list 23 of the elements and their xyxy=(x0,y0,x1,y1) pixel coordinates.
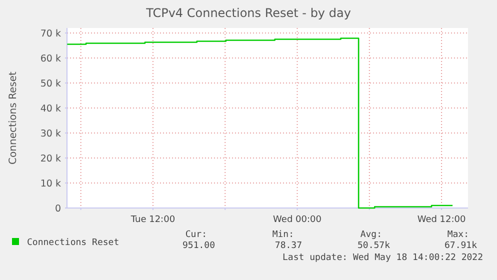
text: 951.00 xyxy=(182,241,215,251)
text: Last update: Wed May 18 14:00:22 2022 xyxy=(282,253,483,263)
y-tick-label: 40 k xyxy=(40,103,62,114)
y-tick-label: 70 k xyxy=(40,28,62,40)
x-tick-label: Tue 12:00 xyxy=(130,215,176,225)
text: 78.37 xyxy=(274,241,302,251)
y-tick-label: 30 k xyxy=(40,128,62,140)
chart-title: TCPv4 Connections Reset - by day xyxy=(145,6,351,20)
y-tick-label: 0 xyxy=(54,203,61,214)
legend-label: Connections Reset xyxy=(27,238,120,248)
y-tick-label: 10 k xyxy=(40,178,62,190)
text: 50.57k xyxy=(357,241,391,251)
text: Cur: xyxy=(185,230,207,240)
text: Min: xyxy=(272,230,294,240)
x-tick-label: Wed 12:00 xyxy=(417,215,466,225)
x-tick-label: Wed 00:00 xyxy=(273,215,322,225)
text: Max: xyxy=(447,230,469,240)
text: Avg: xyxy=(360,230,382,240)
y-tick-label: 50 k xyxy=(40,78,62,90)
y-axis-title: Connections Reset xyxy=(8,71,19,164)
text: 67.91k xyxy=(444,241,478,251)
y-tick-label: 60 k xyxy=(40,53,62,64)
y-tick-label: 20 k xyxy=(40,153,62,164)
